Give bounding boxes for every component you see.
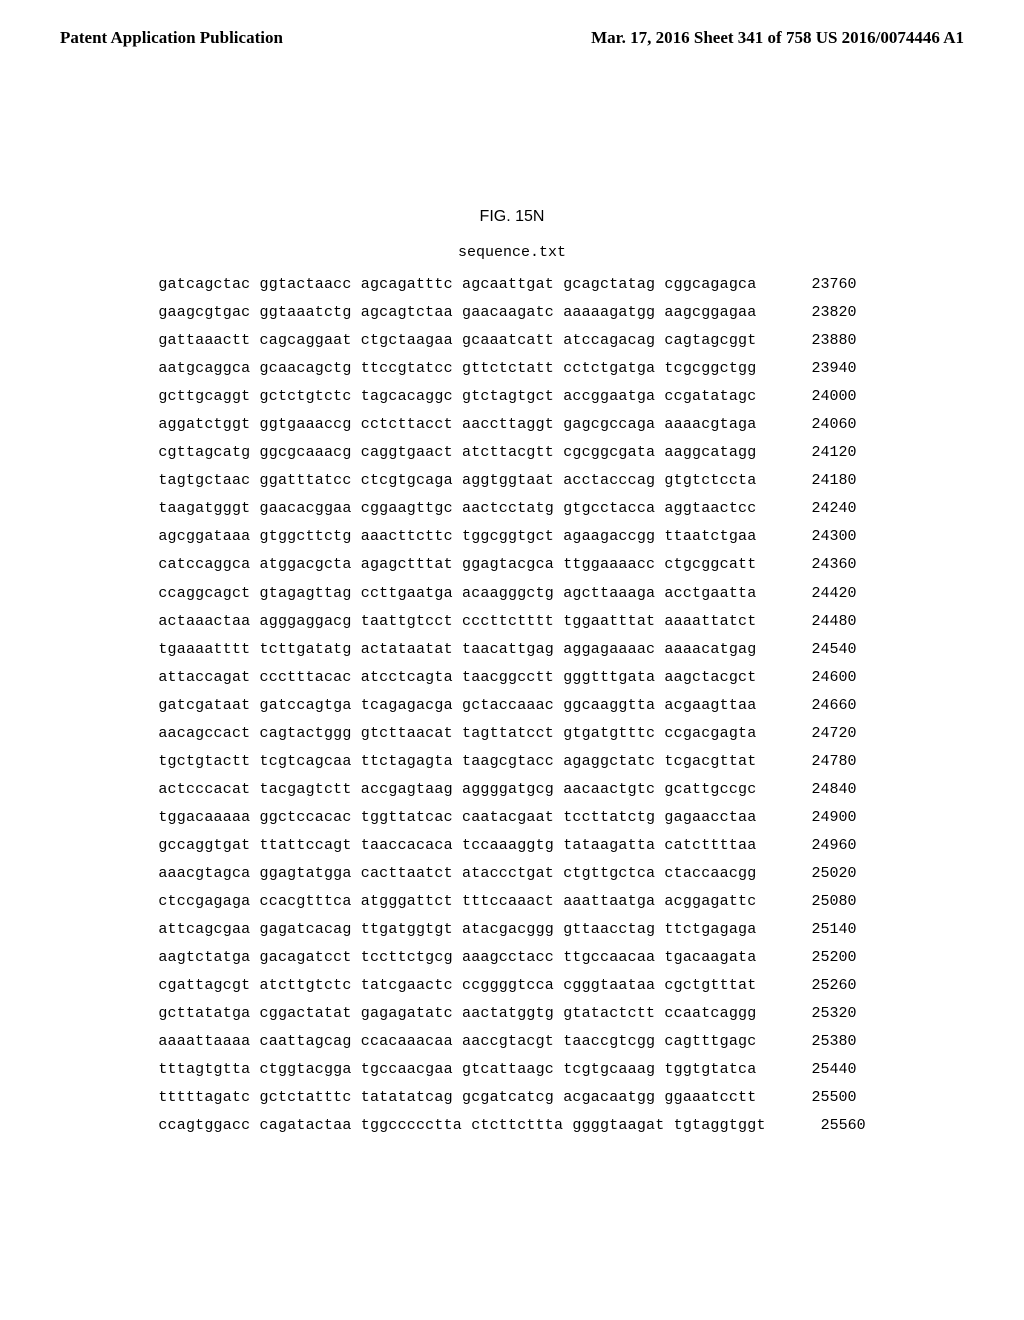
sequence-groups: aaaattaaaa caattagcag ccacaaacaa aaccgta… bbox=[158, 1028, 756, 1056]
sequence-row: actaaactaa agggaggacg taattgtcct cccttct… bbox=[158, 608, 865, 636]
sequence-position: 25440 bbox=[796, 1056, 856, 1084]
sequence-groups: aggatctggt ggtgaaaccg cctcttacct aacctta… bbox=[158, 411, 756, 439]
sequence-groups: attcagcgaa gagatcacag ttgatggtgt atacgac… bbox=[158, 916, 756, 944]
sequence-position: 24300 bbox=[796, 523, 856, 551]
sequence-row: aaaattaaaa caattagcag ccacaaacaa aaccgta… bbox=[158, 1028, 865, 1056]
sequence-groups: aacagccact cagtactggg gtcttaacat tagttat… bbox=[158, 720, 756, 748]
sequence-groups: tttttagatc gctctatttc tatatatcag gcgatca… bbox=[158, 1084, 756, 1112]
sequence-row: aacagccact cagtactggg gtcttaacat tagttat… bbox=[158, 720, 865, 748]
sequence-row: actcccacat tacgagtctt accgagtaag aggggat… bbox=[158, 776, 865, 804]
sequence-row: tttagtgtta ctggtacgga tgccaacgaa gtcatta… bbox=[158, 1056, 865, 1084]
sequence-row: tggacaaaaa ggctccacac tggttatcac caatacg… bbox=[158, 804, 865, 832]
figure-title: FIG. 15N bbox=[0, 208, 1024, 226]
sequence-position: 24600 bbox=[796, 664, 856, 692]
sequence-groups: cgttagcatg ggcgcaaacg caggtgaact atcttac… bbox=[158, 439, 756, 467]
sequence-row: aagtctatga gacagatcct tccttctgcg aaagcct… bbox=[158, 944, 865, 972]
sequence-row: gatcagctac ggtactaacc agcagatttc agcaatt… bbox=[158, 271, 865, 299]
sequence-groups: gaagcgtgac ggtaaatctg agcagtctaa gaacaag… bbox=[158, 299, 756, 327]
sequence-groups: cgattagcgt atcttgtctc tatcgaactc ccggggt… bbox=[158, 972, 756, 1000]
sequence-row: tgaaaatttt tcttgatatg actataatat taacatt… bbox=[158, 636, 865, 664]
sequence-position: 24840 bbox=[796, 776, 856, 804]
sequence-groups: gcttatatga cggactatat gagagatatc aactatg… bbox=[158, 1000, 756, 1028]
sequence-groups: tagtgctaac ggatttatcc ctcgtgcaga aggtggt… bbox=[158, 467, 756, 495]
sequence-row: aggatctggt ggtgaaaccg cctcttacct aacctta… bbox=[158, 411, 865, 439]
sequence-row: tagtgctaac ggatttatcc ctcgtgcaga aggtggt… bbox=[158, 467, 865, 495]
sequence-groups: ccagtggacc cagatactaa tggccccctta ctcttc… bbox=[158, 1112, 765, 1140]
sequence-groups: ctccgagaga ccacgtttca atgggattct tttccaa… bbox=[158, 888, 756, 916]
sequence-position: 23940 bbox=[796, 355, 856, 383]
sequence-groups: gcttgcaggt gctctgtctc tagcacaggc gtctagt… bbox=[158, 383, 756, 411]
sequence-position: 25020 bbox=[796, 860, 856, 888]
sequence-position: 24780 bbox=[796, 748, 856, 776]
sequence-row: attaccagat ccctttacac atcctcagta taacggc… bbox=[158, 664, 865, 692]
sequence-position: 24420 bbox=[796, 580, 856, 608]
sequence-position: 24240 bbox=[796, 495, 856, 523]
sequence-position: 23760 bbox=[796, 271, 856, 299]
sequence-groups: ccaggcagct gtagagttag ccttgaatga acaaggg… bbox=[158, 580, 756, 608]
sequence-groups: gatcgataat gatccagtga tcagagacga gctacca… bbox=[158, 692, 756, 720]
sequence-row: ccaggcagct gtagagttag ccttgaatga acaaggg… bbox=[158, 580, 865, 608]
sequence-row: catccaggca atggacgcta agagctttat ggagtac… bbox=[158, 551, 865, 579]
sequence-groups: aaacgtagca ggagtatgga cacttaatct ataccct… bbox=[158, 860, 756, 888]
sequence-row: gcttatatga cggactatat gagagatatc aactatg… bbox=[158, 1000, 865, 1028]
sequence-position: 24480 bbox=[796, 608, 856, 636]
sequence-row: gattaaactt cagcaggaat ctgctaagaa gcaaatc… bbox=[158, 327, 865, 355]
sequence-position: 24180 bbox=[796, 467, 856, 495]
sequence-position: 24660 bbox=[796, 692, 856, 720]
sequence-position: 24120 bbox=[796, 439, 856, 467]
sequence-row: ccagtggacc cagatactaa tggccccctta ctcttc… bbox=[158, 1112, 865, 1140]
sequence-groups: tggacaaaaa ggctccacac tggttatcac caatacg… bbox=[158, 804, 756, 832]
sequence-groups: tttagtgtta ctggtacgga tgccaacgaa gtcatta… bbox=[158, 1056, 756, 1084]
sequence-position: 25560 bbox=[806, 1112, 866, 1140]
sequence-row: gaagcgtgac ggtaaatctg agcagtctaa gaacaag… bbox=[158, 299, 865, 327]
sequence-row: tgctgtactt tcgtcagcaa ttctagagta taagcgt… bbox=[158, 748, 865, 776]
sequence-filename: sequence.txt bbox=[0, 244, 1024, 261]
page-identifier: Mar. 17, 2016 Sheet 341 of 758 US 2016/0… bbox=[591, 28, 964, 48]
sequence-position: 24900 bbox=[796, 804, 856, 832]
sequence-groups: taagatgggt gaacacggaa cggaagttgc aactcct… bbox=[158, 495, 756, 523]
sequence-row: gatcgataat gatccagtga tcagagacga gctacca… bbox=[158, 692, 865, 720]
sequence-row: gcttgcaggt gctctgtctc tagcacaggc gtctagt… bbox=[158, 383, 865, 411]
sequence-groups: actaaactaa agggaggacg taattgtcct cccttct… bbox=[158, 608, 756, 636]
sequence-row: cgttagcatg ggcgcaaacg caggtgaact atcttac… bbox=[158, 439, 865, 467]
sequence-position: 24060 bbox=[796, 411, 856, 439]
page-header: Patent Application Publication Mar. 17, … bbox=[0, 0, 1024, 48]
sequence-position: 25260 bbox=[796, 972, 856, 1000]
sequence-groups: aatgcaggca gcaacagctg ttccgtatcc gttctct… bbox=[158, 355, 756, 383]
sequence-position: 24720 bbox=[796, 720, 856, 748]
sequence-position: 25140 bbox=[796, 916, 856, 944]
sequence-position: 23880 bbox=[796, 327, 856, 355]
sequence-row: aaacgtagca ggagtatgga cacttaatct ataccct… bbox=[158, 860, 865, 888]
sequence-groups: attaccagat ccctttacac atcctcagta taacggc… bbox=[158, 664, 756, 692]
sequence-groups: catccaggca atggacgcta agagctttat ggagtac… bbox=[158, 551, 756, 579]
sequence-listing: gatcagctac ggtactaacc agcagatttc agcaatt… bbox=[158, 271, 865, 1140]
sequence-groups: gattaaactt cagcaggaat ctgctaagaa gcaaatc… bbox=[158, 327, 756, 355]
sequence-row: ctccgagaga ccacgtttca atgggattct tttccaa… bbox=[158, 888, 865, 916]
sequence-groups: gatcagctac ggtactaacc agcagatttc agcaatt… bbox=[158, 271, 756, 299]
sequence-row: agcggataaa gtggcttctg aaacttcttc tggcggt… bbox=[158, 523, 865, 551]
sequence-position: 24960 bbox=[796, 832, 856, 860]
sequence-groups: tgaaaatttt tcttgatatg actataatat taacatt… bbox=[158, 636, 756, 664]
sequence-position: 25500 bbox=[796, 1084, 856, 1112]
sequence-groups: agcggataaa gtggcttctg aaacttcttc tggcggt… bbox=[158, 523, 756, 551]
sequence-row: gccaggtgat ttattccagt taaccacaca tccaaag… bbox=[158, 832, 865, 860]
sequence-groups: actcccacat tacgagtctt accgagtaag aggggat… bbox=[158, 776, 756, 804]
sequence-position: 24360 bbox=[796, 551, 856, 579]
sequence-position: 25200 bbox=[796, 944, 856, 972]
sequence-groups: gccaggtgat ttattccagt taaccacaca tccaaag… bbox=[158, 832, 756, 860]
sequence-row: taagatgggt gaacacggaa cggaagttgc aactcct… bbox=[158, 495, 865, 523]
sequence-position: 25320 bbox=[796, 1000, 856, 1028]
publication-label: Patent Application Publication bbox=[60, 28, 283, 48]
sequence-position: 23820 bbox=[796, 299, 856, 327]
sequence-position: 25380 bbox=[796, 1028, 856, 1056]
sequence-row: cgattagcgt atcttgtctc tatcgaactc ccggggt… bbox=[158, 972, 865, 1000]
sequence-row: aatgcaggca gcaacagctg ttccgtatcc gttctct… bbox=[158, 355, 865, 383]
sequence-groups: tgctgtactt tcgtcagcaa ttctagagta taagcgt… bbox=[158, 748, 756, 776]
sequence-row: attcagcgaa gagatcacag ttgatggtgt atacgac… bbox=[158, 916, 865, 944]
sequence-row: tttttagatc gctctatttc tatatatcag gcgatca… bbox=[158, 1084, 865, 1112]
sequence-position: 25080 bbox=[796, 888, 856, 916]
sequence-position: 24000 bbox=[796, 383, 856, 411]
sequence-position: 24540 bbox=[796, 636, 856, 664]
sequence-groups: aagtctatga gacagatcct tccttctgcg aaagcct… bbox=[158, 944, 756, 972]
